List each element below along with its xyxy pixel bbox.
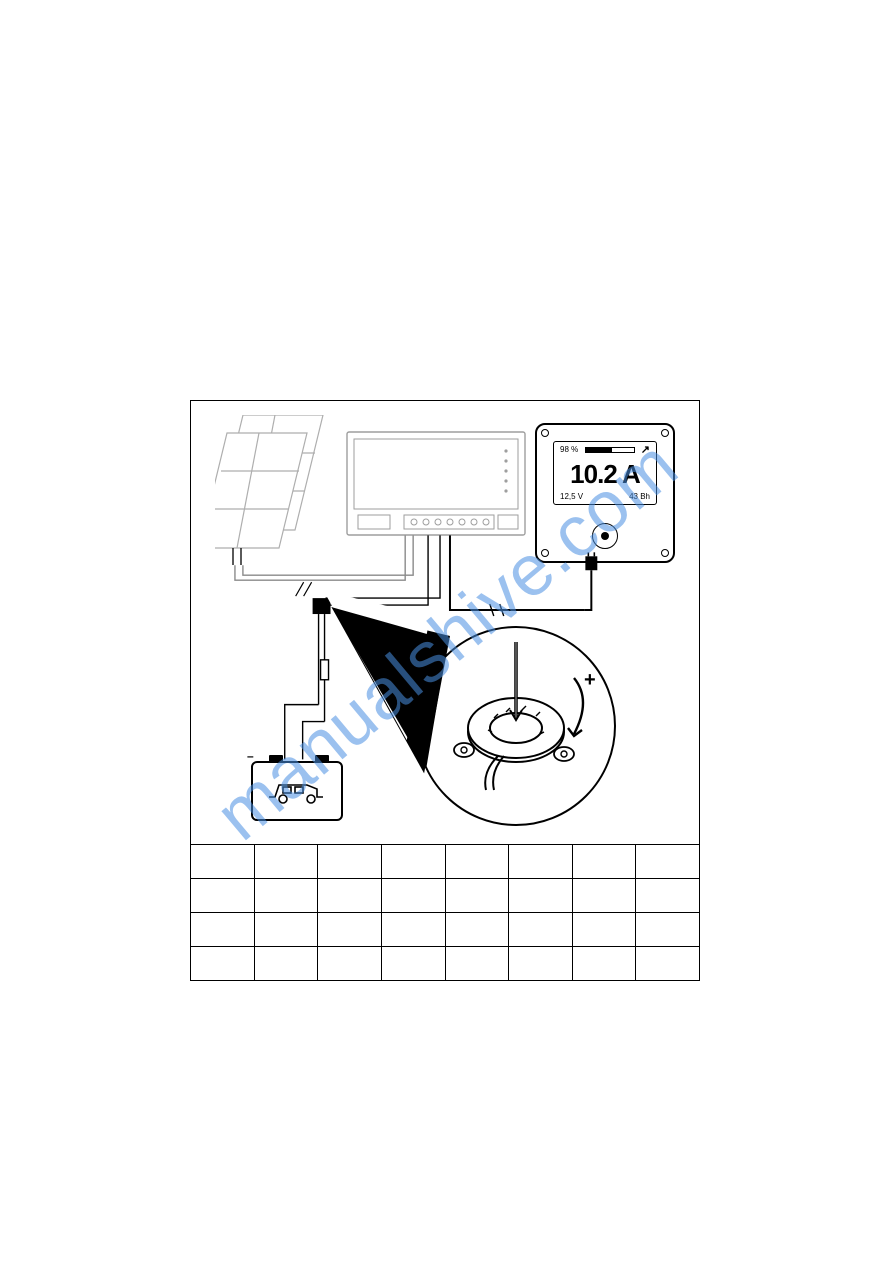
table-row [191, 845, 700, 879]
rv-icon [265, 775, 329, 807]
minus-label: – [247, 749, 254, 763]
table-row [191, 947, 700, 981]
hall-sensor-detail: + [416, 626, 616, 826]
spec-table [190, 844, 700, 981]
sensor-detail-icon: + [418, 628, 614, 824]
battery-icon [251, 761, 343, 821]
table-row [191, 879, 700, 913]
wiring-diagram: 98 % ↗ 10.2 A 12,5 V 43 Bh [190, 400, 700, 845]
table-row [191, 913, 700, 947]
page: 98 % ↗ 10.2 A 12,5 V 43 Bh [0, 0, 893, 1263]
plus-label: + [584, 669, 596, 691]
